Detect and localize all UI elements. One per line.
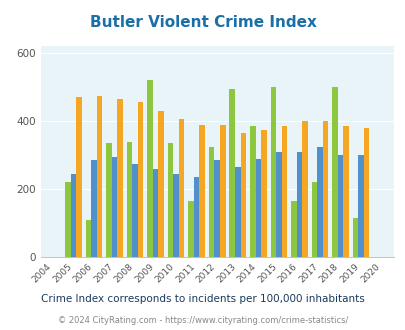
Bar [255,159,260,257]
Legend: Butler, Wisconsin, National: Butler, Wisconsin, National [90,327,343,330]
Bar [290,201,296,257]
Bar [96,96,102,257]
Bar [65,182,70,257]
Bar [194,177,199,257]
Bar [91,160,96,257]
Bar [167,143,173,257]
Bar [138,102,143,257]
Bar [214,160,220,257]
Bar [199,124,205,257]
Bar [209,147,214,257]
Bar [240,133,245,257]
Bar [234,167,240,257]
Bar [173,174,179,257]
Bar [249,126,255,257]
Bar [158,111,164,257]
Bar [311,182,316,257]
Bar [220,124,225,257]
Bar [337,155,342,257]
Bar [106,143,111,257]
Bar [322,121,327,257]
Bar [363,128,369,257]
Bar [357,155,363,257]
Bar [152,169,158,257]
Bar [275,152,281,257]
Bar [117,99,123,257]
Bar [76,97,81,257]
Bar [229,89,234,257]
Bar [316,147,322,257]
Bar [342,126,348,257]
Bar [296,152,301,257]
Bar [260,130,266,257]
Bar [352,218,357,257]
Bar [126,142,132,257]
Bar [281,126,286,257]
Bar [147,80,152,257]
Bar [85,220,91,257]
Bar [301,121,307,257]
Text: Butler Violent Crime Index: Butler Violent Crime Index [90,15,315,30]
Text: Crime Index corresponds to incidents per 100,000 inhabitants: Crime Index corresponds to incidents per… [41,294,364,304]
Bar [331,87,337,257]
Bar [111,157,117,257]
Bar [188,201,194,257]
Bar [179,119,184,257]
Bar [132,164,138,257]
Bar [270,87,275,257]
Text: © 2024 CityRating.com - https://www.cityrating.com/crime-statistics/: © 2024 CityRating.com - https://www.city… [58,316,347,325]
Bar [70,174,76,257]
